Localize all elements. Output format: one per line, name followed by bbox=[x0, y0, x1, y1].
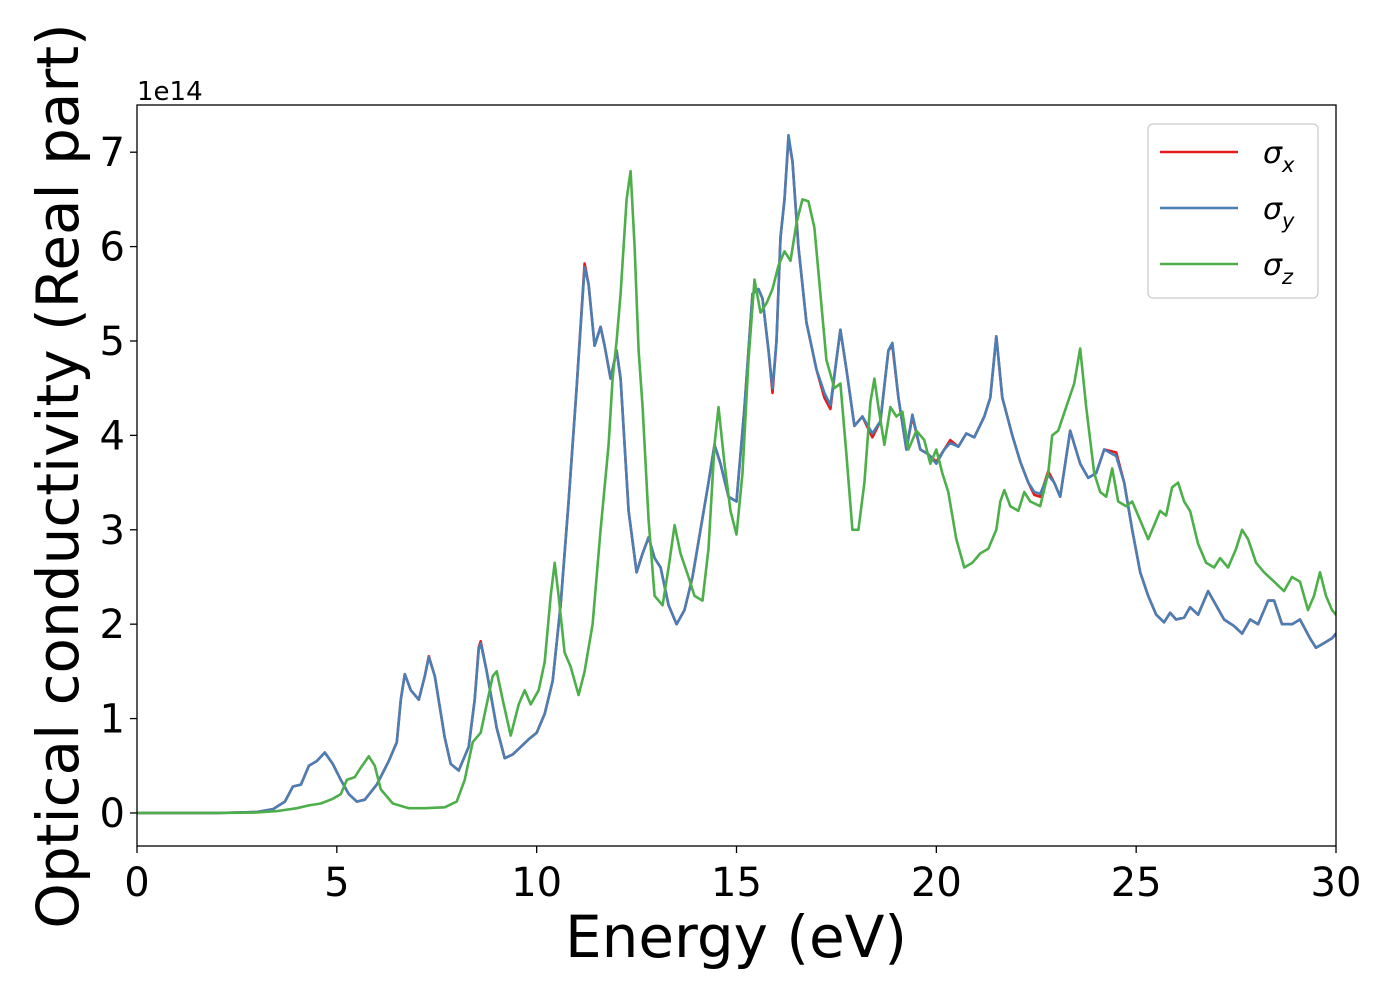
y-tick-label: 6 bbox=[100, 225, 125, 271]
legend-label-z: σz bbox=[1263, 248, 1294, 289]
y-tick-label: 0 bbox=[100, 791, 125, 837]
x-tick-label: 25 bbox=[1111, 860, 1162, 906]
y-tick-label: 4 bbox=[100, 413, 125, 459]
y-tick-label: 7 bbox=[100, 130, 125, 176]
legend-box bbox=[1147, 123, 1319, 299]
x-tick-label: 5 bbox=[324, 860, 349, 906]
x-tick-label: 15 bbox=[711, 860, 762, 906]
y-tick-label: 1 bbox=[100, 697, 125, 743]
x-axis: 0 5 10 15 20 25 30 bbox=[124, 846, 1361, 906]
x-tick-label: 30 bbox=[1311, 860, 1362, 906]
x-tick-label: 20 bbox=[911, 860, 962, 906]
y-tick-label: 2 bbox=[100, 602, 125, 648]
y-offset-label: 1e14 bbox=[137, 77, 203, 107]
plot-background bbox=[137, 105, 1336, 846]
y-tick-label: 3 bbox=[100, 508, 125, 554]
y-axis: 0 1 2 3 4 5 6 7 bbox=[100, 130, 137, 837]
legend-label-x: σx bbox=[1263, 136, 1295, 177]
x-axis-title: Energy (eV) bbox=[565, 903, 907, 971]
legend-label-y: σy bbox=[1263, 192, 1295, 233]
series-line-z bbox=[137, 169, 1336, 815]
legend: σx σy σz bbox=[1147, 123, 1319, 299]
series-layer bbox=[137, 133, 1336, 815]
series-line-y bbox=[137, 133, 1336, 815]
y-axis-title: Optical conductivity (Real part) bbox=[24, 23, 92, 928]
y-tick-label: 5 bbox=[100, 319, 125, 365]
x-tick-label: 10 bbox=[511, 860, 562, 906]
x-tick-label: 0 bbox=[124, 860, 149, 906]
